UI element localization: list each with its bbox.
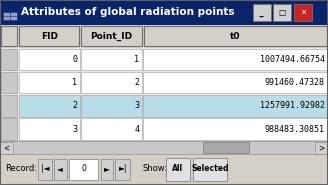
Bar: [19, 72, 80, 93]
Text: ✕: ✕: [300, 8, 306, 17]
Bar: [19, 118, 80, 140]
Text: □: □: [278, 8, 286, 17]
Bar: [143, 72, 327, 93]
Text: 1007494.66754: 1007494.66754: [260, 55, 325, 64]
Bar: [19, 26, 79, 46]
Bar: [81, 26, 142, 46]
Bar: [294, 4, 312, 21]
Text: Selected: Selected: [191, 164, 229, 173]
Text: 2: 2: [72, 101, 77, 110]
Bar: [69, 159, 98, 180]
Bar: [115, 159, 130, 180]
Bar: [1, 118, 17, 140]
Bar: [1, 26, 17, 46]
Text: _: _: [257, 8, 266, 17]
Bar: [101, 159, 113, 180]
Bar: [81, 72, 142, 93]
Bar: [11, 17, 17, 20]
Text: >: >: [318, 143, 325, 152]
Bar: [273, 4, 291, 21]
Text: 2: 2: [134, 78, 139, 87]
Bar: [1, 72, 17, 93]
Bar: [4, 17, 10, 20]
Bar: [1, 95, 17, 117]
Bar: [81, 49, 142, 70]
Text: 3: 3: [134, 101, 139, 110]
Bar: [193, 158, 227, 181]
Text: 0: 0: [72, 55, 77, 64]
Text: 1: 1: [72, 78, 77, 87]
Text: 3: 3: [72, 125, 77, 134]
Bar: [315, 142, 328, 154]
Bar: [19, 95, 80, 117]
Bar: [0, 0, 328, 25]
Bar: [0, 25, 328, 48]
Text: ►: ►: [104, 164, 110, 173]
Bar: [81, 118, 142, 140]
Bar: [0, 25, 328, 141]
Bar: [81, 95, 142, 117]
Text: |◄: |◄: [41, 164, 49, 173]
Bar: [0, 142, 13, 154]
Bar: [0, 154, 328, 185]
Bar: [143, 49, 327, 70]
Text: 988483.30851: 988483.30851: [265, 125, 325, 134]
Bar: [143, 118, 327, 140]
Bar: [1, 49, 17, 70]
Text: FID: FID: [41, 32, 58, 41]
Bar: [203, 142, 249, 153]
Text: t0: t0: [230, 32, 241, 41]
Text: Point_ID: Point_ID: [91, 32, 133, 41]
Bar: [19, 49, 80, 70]
Bar: [143, 95, 327, 117]
Text: ◄: ◄: [57, 164, 63, 173]
Text: <: <: [3, 143, 10, 152]
Bar: [4, 13, 10, 16]
Text: Show:: Show:: [143, 164, 168, 173]
Text: Record:: Record:: [5, 164, 37, 173]
Bar: [54, 159, 67, 180]
Text: Attributes of global radiation points: Attributes of global radiation points: [21, 7, 235, 18]
Bar: [144, 26, 327, 46]
Text: 1257991.92982: 1257991.92982: [260, 101, 325, 110]
Text: 991460.47328: 991460.47328: [265, 78, 325, 87]
Bar: [38, 159, 52, 180]
Bar: [0, 141, 328, 154]
Text: 4: 4: [134, 125, 139, 134]
Text: All: All: [173, 164, 183, 173]
Text: ►|: ►|: [119, 164, 127, 173]
Bar: [11, 13, 17, 16]
Bar: [253, 4, 271, 21]
Text: 0: 0: [81, 164, 86, 173]
Text: 1: 1: [134, 55, 139, 64]
Bar: [166, 158, 190, 181]
